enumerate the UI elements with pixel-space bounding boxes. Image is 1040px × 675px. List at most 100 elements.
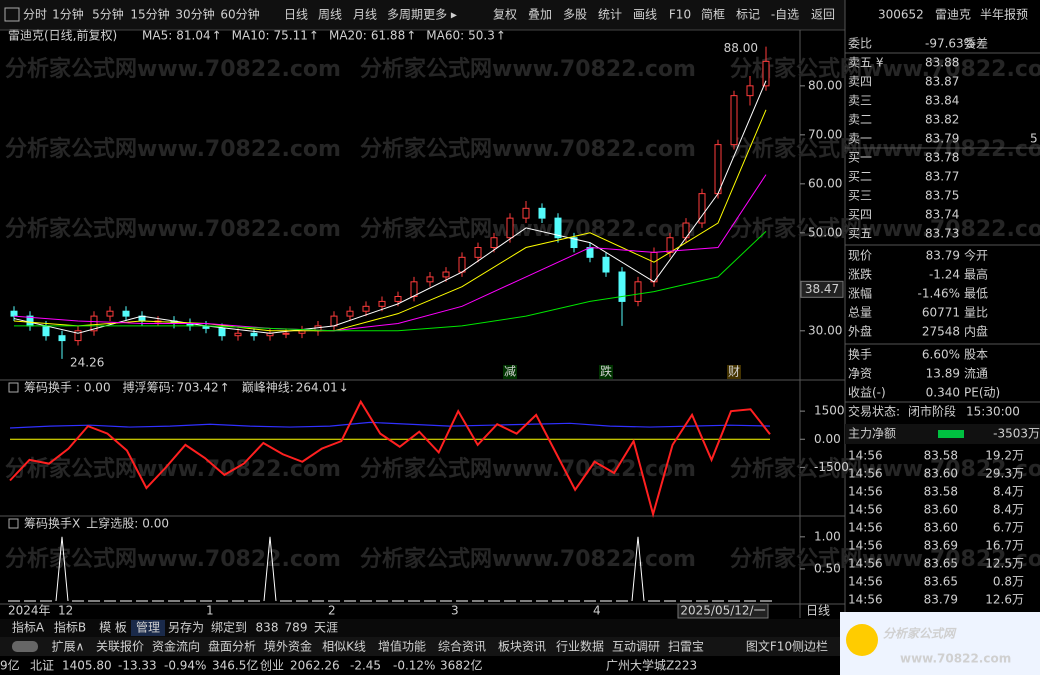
panel-icon[interactable] [8,382,19,393]
trade-volume: 8.4万 [993,503,1024,517]
status-button[interactable]: 扫雷宝 [668,640,704,654]
tool-button[interactable]: 画线 [633,8,657,22]
stat-label: 现价 [848,249,872,263]
status-button[interactable]: 行业数据 [556,639,604,654]
candle-body [10,310,18,317]
legend-name: 搏浮筹码: [123,381,175,395]
watermark: 分析家公式网www.70822.com [5,56,341,82]
tool-button[interactable]: F10 [669,8,691,22]
indicator-tab[interactable]: 天涯 [314,621,338,635]
indicator-tab[interactable]: 绑定到 [211,620,247,635]
order-label: 卖一 [848,132,872,146]
trade-volume: 29.3万 [985,467,1024,481]
menu-icon[interactable] [4,7,20,22]
order-price: 83.84 [925,94,959,108]
tool-button[interactable]: 叠加 [528,8,552,22]
ticker-item: 广州大学城Z223 [606,658,697,673]
period-tab[interactable]: 15分钟 [130,7,169,22]
float-line [9,421,771,429]
stat-value: 83.79 [926,249,960,263]
watermark: 分析家公式网www.70822.com [360,546,696,572]
indicator-tab[interactable]: 789 [285,621,308,635]
legend-value: 0.00 [142,517,169,531]
status-button[interactable]: 资金流向 [152,639,200,654]
status-button[interactable]: 板块资讯 [498,640,546,654]
status-button[interactable]: 扩展∧ [52,640,85,654]
status-state: 闭市阶段 [908,404,956,419]
y-tick-label: 60.00 [808,176,842,190]
status-button[interactable]: 盘面分析 [208,639,256,654]
indicator-tab[interactable]: 838 [256,621,279,635]
trade-volume: 16.7万 [985,539,1024,553]
period-tab[interactable]: 30分钟 [175,7,214,22]
stat-value: 0.340 [926,386,960,400]
stat-label: 最高 [964,267,988,282]
stat-label: 股本 [964,348,988,362]
stat-label: PE(动) [964,386,1000,400]
watermark: 分析家公式网www.70822.com [360,456,696,482]
period-tab[interactable]: 周线 [318,8,342,22]
tool-button[interactable]: 简框 [701,8,725,22]
ticker-item: -13.33 [118,659,157,673]
status-button[interactable]: 增值功能 [378,639,426,654]
candle-body [282,332,290,335]
annotation: 财 [728,365,740,379]
candle-body [90,315,98,332]
indicator-tab[interactable]: 指标B [54,620,86,635]
candle-body [442,271,450,278]
trade-time: 14:56 [848,593,883,607]
watermark: 分析家公式网www.70822.com [360,56,696,82]
period-tab[interactable]: 1分钟 [52,7,84,22]
indicator-tab[interactable]: 管理 [136,620,160,635]
status-button[interactable]: 图文F10 [746,639,792,654]
status-button[interactable]: 互动调研 [612,640,660,654]
ticker-item: -2.45 [350,659,381,673]
period-tab[interactable]: 日线 [284,8,308,22]
period-tab[interactable]: 60分钟 [220,7,259,22]
ma-arrow: ↑ [309,29,319,43]
indicator-tab[interactable]: 模 板 [99,621,127,635]
status-button[interactable]: 相似K线 [322,640,366,654]
stat-label: 涨跌 [848,267,872,282]
indicator-tab[interactable]: 指标A [12,620,45,635]
toggle[interactable] [12,641,38,652]
period-tab[interactable]: 多周期 [387,8,423,22]
period-tab[interactable]: 更多 ▸ [423,8,457,22]
candle-body [42,325,50,337]
y-tick-label: 1500 [814,404,845,418]
trade-price: 83.60 [924,503,958,517]
price-marker-box [800,280,844,298]
ma-line [13,80,767,334]
stat-value: -1.46% [918,287,960,301]
stat-label: 今开 [964,248,988,263]
status-button[interactable]: 侧边栏 [792,639,828,654]
cursor-date: 2025/05/12/一 [680,604,765,618]
tool-button[interactable]: 统计 [598,8,622,22]
candle-body [698,193,706,224]
period-tab[interactable]: 月线 [353,8,377,22]
ma-value: 61.88 [371,29,405,43]
date-label: 3 [451,604,459,618]
tool-button[interactable]: 复权 [493,8,517,22]
status-button[interactable]: 综合资讯 [438,639,486,654]
trade-time: 14:56 [848,539,883,553]
order-volume: 5 [1030,132,1038,146]
period-tab[interactable]: 分时 [23,8,47,22]
candle-body [618,271,626,302]
tool-button[interactable]: 标记 [736,8,760,22]
logo-url: www.70822.com [900,652,1011,666]
tool-button[interactable]: -自选 [771,8,799,22]
watermark: 分析家公式网www.70822.com [5,216,341,242]
tool-button[interactable]: 多股 [563,8,587,22]
status-button[interactable]: 关联报价 [96,639,144,654]
status-button[interactable]: 境外资金 [264,639,312,654]
period-tab[interactable]: 5分钟 [92,7,124,22]
trade-volume: 12.6万 [985,593,1024,607]
panel-icon[interactable] [8,518,19,529]
candle-body [634,281,642,302]
watermark: 分析家公式网www.70822.com [730,56,1040,82]
tool-button[interactable]: 返回 [811,8,835,22]
watermark: 分析家公式网www.70822.com [730,456,1040,482]
indicator-tab[interactable]: 另存为 [168,621,204,635]
